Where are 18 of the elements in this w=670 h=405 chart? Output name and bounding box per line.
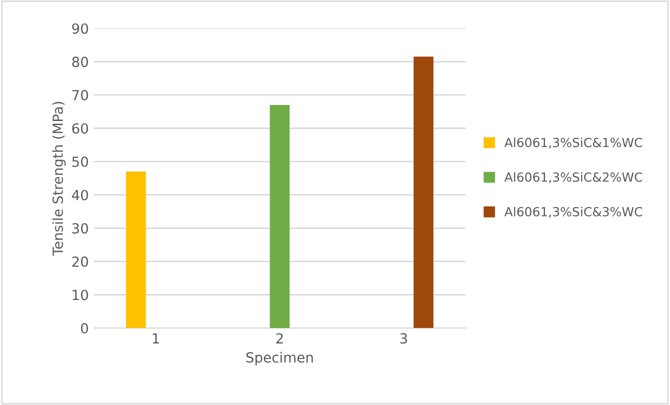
legend-label: Al6061,3%SiC&3%WC bbox=[504, 206, 642, 218]
x-tick-label: 2 bbox=[276, 333, 283, 344]
legend-label: Al6061,3%SiC&1%WC bbox=[504, 138, 642, 149]
y-tick-label: 80 bbox=[72, 56, 88, 68]
legend-label: Al6061,3%SiC&2%WC bbox=[504, 172, 642, 184]
x-axis-title: Specimen bbox=[246, 352, 313, 366]
x-tick-label: 1 bbox=[152, 333, 159, 344]
y-tick-label: 20 bbox=[72, 256, 88, 267]
y-tick-label: 50 bbox=[72, 156, 88, 168]
y-tick-label: 40 bbox=[72, 190, 88, 200]
x-tick-label: 3 bbox=[400, 333, 407, 344]
y-tick-label: 90 bbox=[72, 23, 88, 34]
y-axis-title: Tensile Strength (MPa) bbox=[52, 102, 66, 256]
y-tick-label: 10 bbox=[72, 290, 88, 300]
y-tick-label: 70 bbox=[72, 90, 88, 100]
y-tick-label: 30 bbox=[72, 223, 88, 234]
y-tick-label: 60 bbox=[72, 123, 88, 134]
y-tick-label: 0 bbox=[81, 323, 88, 334]
